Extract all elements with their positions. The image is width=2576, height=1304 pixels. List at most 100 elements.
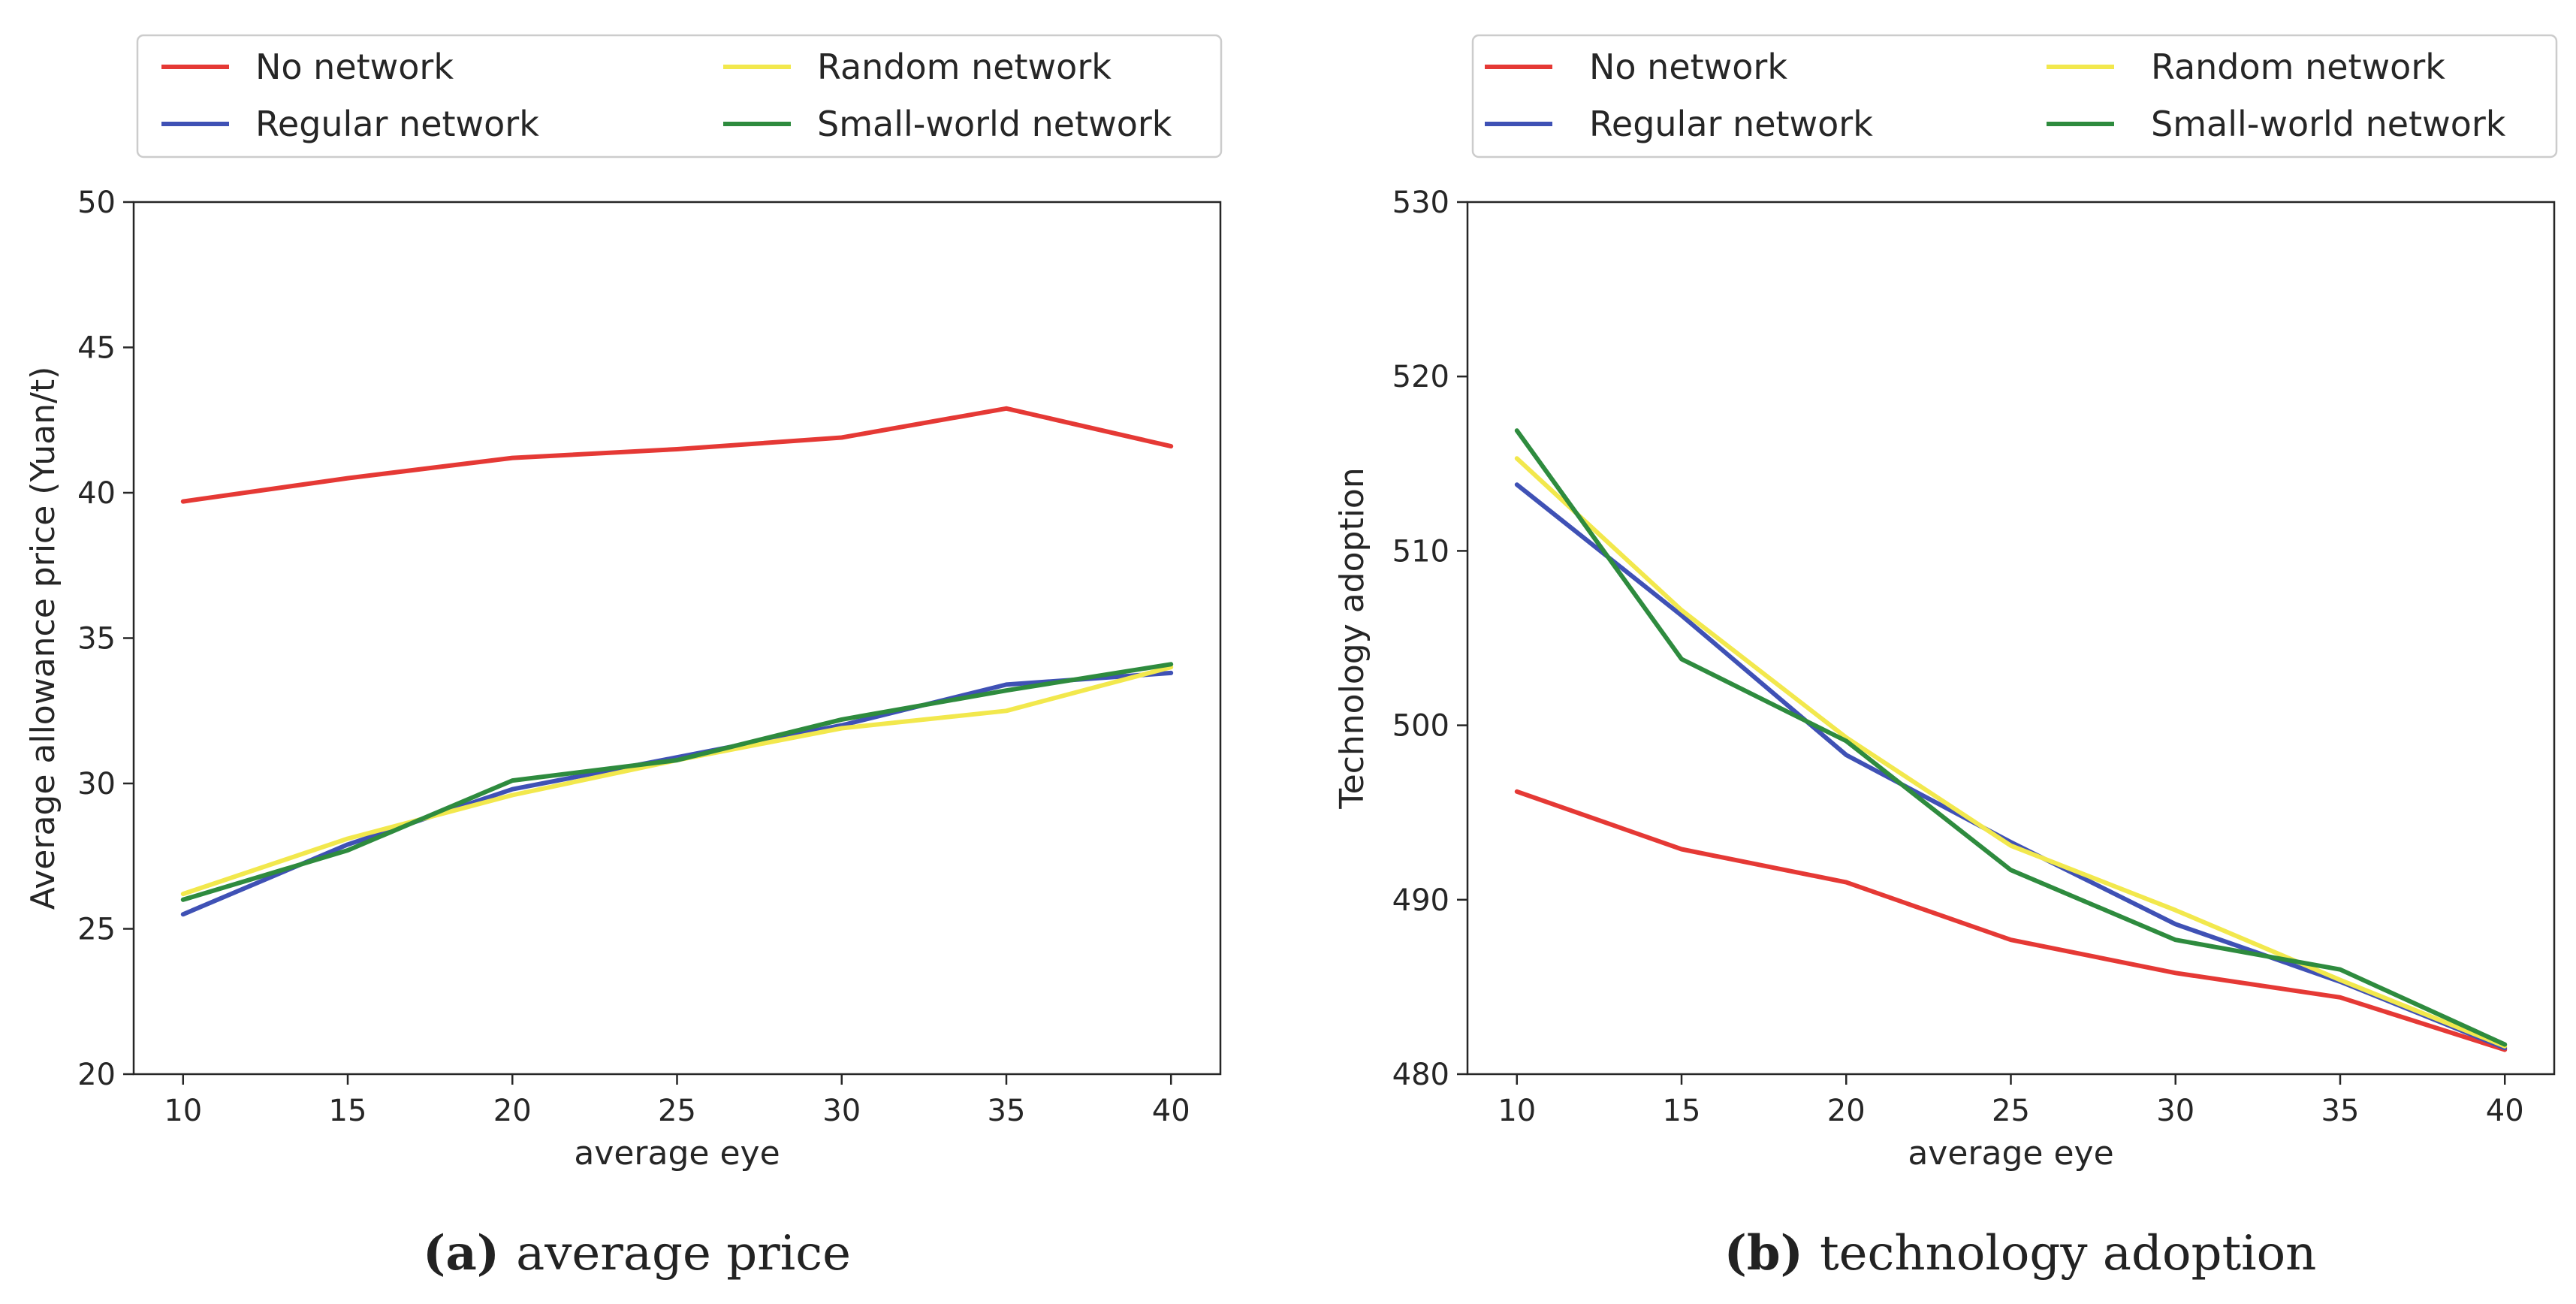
- series-line-random_network: [1514, 456, 2508, 1049]
- data-point-no_network: [1679, 847, 1684, 851]
- data-point-small_world_network: [345, 848, 350, 853]
- y-tick-label: 490: [1392, 883, 1449, 918]
- x-axis-label: average eye: [574, 1134, 780, 1173]
- data-point-regular_network: [181, 912, 186, 916]
- y-axis-label: Average allowance price (Yuan/t): [24, 367, 62, 910]
- data-point-small_world_network: [1844, 738, 1848, 743]
- data-point-random_network: [2338, 978, 2342, 983]
- caption-letter: (a): [423, 1225, 499, 1281]
- data-point-random_network: [345, 837, 350, 841]
- chart-technology-adoption: 480 490 500 510 520 530 10 15 20 25 30 35 40 average …: [1333, 34, 2558, 1281]
- data-point-small_world_network: [840, 717, 844, 722]
- data-point-no_network: [2173, 970, 2178, 975]
- series-line-small_world_network: [180, 662, 1174, 902]
- data-point-no_network: [510, 456, 514, 460]
- y-tick-label: 480: [1392, 1058, 1449, 1092]
- data-point-no_network: [1515, 789, 1519, 794]
- plot-frame: [1466, 201, 2556, 1076]
- x-tick-label: 25: [1992, 1094, 2030, 1128]
- x-axis-label: average eye: [1908, 1134, 2113, 1173]
- x-tick-label: 30: [2156, 1094, 2194, 1128]
- data-point-small_world_network: [181, 898, 186, 902]
- data-point-random_network: [1679, 608, 1684, 612]
- y-tick-label: 40: [77, 476, 116, 511]
- series-line-random_network: [180, 665, 1174, 897]
- data-point-random_network: [840, 726, 844, 730]
- data-point-regular_network: [1844, 753, 1848, 757]
- x-tick-label: 35: [2321, 1094, 2360, 1128]
- legend-label-small_world_network: Small-world network: [2151, 104, 2506, 144]
- x-tick-label: 40: [2486, 1094, 2524, 1128]
- data-point-regular_network: [1515, 482, 1519, 487]
- x-tick-label: 15: [329, 1094, 367, 1128]
- data-point-random_network: [510, 792, 514, 797]
- data-point-no_network: [2338, 995, 2342, 1000]
- legend-label-regular_network: Regular network: [1589, 104, 1873, 144]
- y-tick-label: 45: [77, 331, 116, 366]
- x-tick-label: 20: [1827, 1094, 1866, 1128]
- data-point-no_network: [840, 435, 844, 439]
- caption: (a) average price: [423, 1225, 851, 1281]
- data-point-small_world_network: [2502, 1043, 2507, 1047]
- series-line-no_network: [180, 406, 1174, 504]
- legend-label-no_network: No network: [1589, 47, 1787, 87]
- data-point-small_world_network: [2338, 967, 2342, 972]
- data-point-regular_network: [2173, 922, 2178, 926]
- legend-label-no_network: No network: [255, 47, 454, 87]
- legend-box: [136, 34, 1223, 158]
- legend-box: [1471, 34, 2558, 158]
- x-tick-label: 30: [822, 1094, 861, 1128]
- x-tick-label: 40: [1152, 1094, 1190, 1128]
- series-line-no_network: [1514, 789, 2508, 1052]
- series-line-regular_network: [180, 670, 1174, 917]
- plot-frame: [132, 201, 1222, 1076]
- caption-text: technology adoption: [1820, 1226, 2316, 1281]
- data-point-small_world_network: [1679, 657, 1684, 661]
- data-point-small_world_network: [675, 758, 679, 762]
- chart-average-price: 20 25 30 35 40 45 50 10 15 20 25 30 35 40 average eye A…: [24, 34, 1223, 1281]
- data-point-regular_network: [1169, 671, 1173, 675]
- data-point-small_world_network: [2173, 937, 2178, 942]
- caption: (b) technology adoption: [1724, 1225, 2317, 1281]
- data-point-regular_network: [345, 842, 350, 847]
- data-point-regular_network: [1004, 682, 1009, 687]
- legend-label-regular_network: Regular network: [255, 104, 539, 144]
- x-tick-label: 10: [164, 1094, 202, 1128]
- series-line-regular_network: [1514, 482, 2508, 1051]
- data-point-random_network: [2173, 908, 2178, 913]
- y-tick-label: 500: [1392, 709, 1449, 744]
- data-point-random_network: [1004, 708, 1009, 713]
- y-tick-label: 35: [77, 622, 116, 657]
- data-point-small_world_network: [510, 778, 514, 783]
- data-point-no_network: [675, 447, 679, 451]
- data-point-small_world_network: [2009, 868, 2013, 872]
- y-tick-label: 25: [77, 913, 116, 947]
- y-tick-label: 30: [77, 767, 116, 801]
- data-point-no_network: [1004, 406, 1009, 411]
- data-point-small_world_network: [1169, 662, 1173, 666]
- legend-label-random_network: Random network: [817, 47, 1112, 87]
- y-axis-label: Technology adoption: [1333, 467, 1371, 809]
- x-tick-label: 15: [1663, 1094, 1701, 1128]
- data-point-no_network: [2009, 937, 2013, 942]
- legend-label-small_world_network: Small-world network: [817, 104, 1172, 144]
- data-point-no_network: [1844, 880, 1848, 885]
- data-point-random_network: [1515, 456, 1519, 460]
- data-point-no_network: [181, 500, 186, 504]
- y-tick-label: 50: [77, 186, 116, 220]
- data-point-random_network: [2009, 844, 2013, 848]
- data-point-regular_network: [510, 787, 514, 792]
- x-tick-label: 25: [658, 1094, 696, 1128]
- y-tick-label: 520: [1392, 360, 1449, 394]
- data-point-small_world_network: [1515, 428, 1519, 433]
- x-tick-label: 10: [1498, 1094, 1536, 1128]
- x-tick-label: 35: [988, 1094, 1026, 1128]
- data-point-small_world_network: [1004, 688, 1009, 693]
- data-point-no_network: [1169, 444, 1173, 448]
- y-tick-label: 530: [1392, 186, 1449, 220]
- series-line-small_world_network: [1514, 428, 2508, 1047]
- x-tick-label: 20: [493, 1094, 532, 1128]
- caption-letter: (b): [1724, 1225, 1803, 1281]
- caption-text: average price: [516, 1226, 851, 1281]
